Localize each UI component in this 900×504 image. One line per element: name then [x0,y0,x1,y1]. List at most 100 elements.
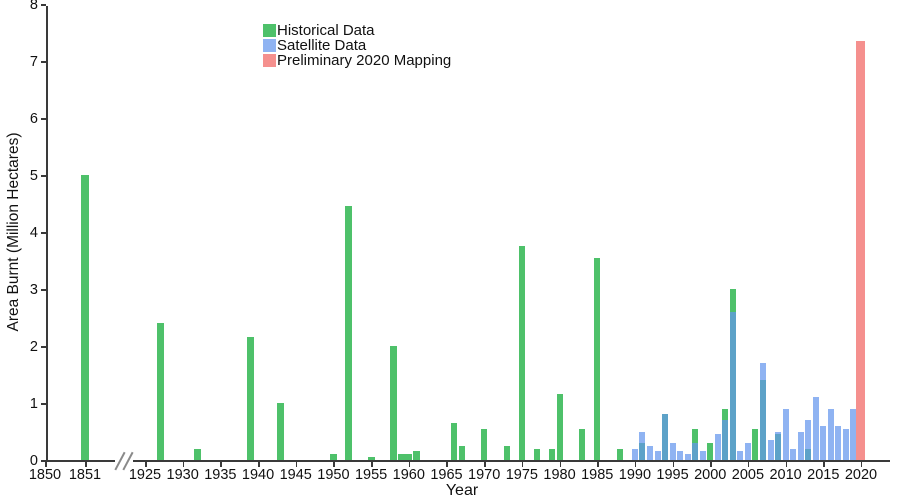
y-tick-label: 6 [29,111,38,127]
bar-1959-historical-data [397,454,405,460]
x-tick-label: 1940 [241,467,275,483]
x-tick [45,461,47,467]
y-tick [41,175,46,177]
bar-2002-satellite-data [722,420,729,460]
x-tick-label: 1960 [392,467,425,483]
bar-1990-satellite-data [631,448,638,460]
legend-item: Preliminary 2020 Mapping [263,53,451,68]
x-tick-label: 1975 [505,467,538,483]
bar-2018-satellite-data [842,428,849,460]
x-tick [408,461,411,467]
legend-label: Preliminary 2020 Mapping [277,52,452,69]
bar-1999-satellite-data [699,451,706,460]
x-tick-label: 1970 [468,467,501,483]
x-axis-title: Year [445,482,479,499]
x-tick [634,461,637,467]
bar-1983-historical-data [579,428,586,460]
y-tick [41,61,46,63]
y-tick [41,4,46,6]
bar-1967-historical-data [458,445,465,460]
x-tick-label: 2010 [769,467,802,483]
bar-1966-historical-data [451,422,457,460]
x-tick-label: 1995 [656,467,689,483]
x-tick [484,461,486,467]
y-tick-label: 2 [29,339,38,355]
bar-2016-satellite-data [827,408,834,460]
legend-item: Satellite Data [263,38,451,53]
x-tick-label: 1950 [317,467,350,483]
bar-2019-satellite-data [850,408,857,460]
bar-2010-satellite-data [782,408,789,460]
bar-1994-satellite-data [662,414,669,460]
bar-2006-historical-data [752,428,759,460]
x-tick-label: 1935 [204,467,237,483]
bar-1995-satellite-data [669,442,676,460]
legend-swatch-preliminary-2020-mapping [263,54,276,67]
legend-swatch-historical-data [263,24,276,37]
x-tick [785,461,788,467]
x-tick [371,461,373,467]
bar-2003-satellite-data [729,311,736,460]
bar-1939-historical-data [247,337,254,460]
x-tick [258,461,260,467]
bar-2014-satellite-data [812,397,819,460]
x-tick [145,461,147,467]
bar-1979-historical-data [548,448,555,460]
x-tick [597,461,599,467]
y-tick [41,460,46,462]
bar-2005-satellite-data [744,442,751,460]
bar-1998-satellite-data [692,442,699,460]
bar-1991-satellite-data [639,431,646,460]
x-tick-label: 1980 [543,467,576,483]
bar-1961-historical-data [412,451,420,460]
bar-2009-satellite-data [775,431,782,460]
y-axis-line [46,6,48,460]
bar-2012-satellite-data [797,431,804,460]
x-tick-label: 1985 [581,467,614,483]
x-tick-label: 1990 [618,467,652,483]
bar-2017-satellite-data [835,425,842,460]
x-tick [182,461,185,467]
x-tick [559,461,562,467]
x-tick-label: 1955 [354,467,388,483]
legend-label: Historical Data [277,22,375,39]
x-tick [823,461,825,467]
y-tick-label: 0 [29,453,38,469]
bar-2011-satellite-data [790,448,797,460]
x-tick [747,461,750,467]
x-tick-label: 2015 [807,467,840,483]
bar-1996-satellite-data [677,451,684,460]
bar-1960-historical-data [405,454,413,460]
x-tick-label: 1945 [279,467,312,483]
x-tick-label: 1851 [68,467,102,483]
bar-1992-satellite-data [646,445,653,460]
bar-1950-historical-data [329,454,337,460]
bar-2008-satellite-data [767,440,774,460]
bar-1958-historical-data [390,346,398,460]
bar-1851-historical-data [81,175,89,460]
legend: Historical Data Satellite Data Preliminary… [263,23,451,68]
bar-1988-historical-data [616,448,623,460]
bar-1927-historical-data [156,323,164,460]
bar-2000-historical-data [707,442,714,460]
bar-2020-preliminary-2020-mapping [856,41,866,460]
x-tick-label: 2020 [844,467,878,483]
x-tick [860,461,863,467]
y-tick [41,118,46,120]
bar-1975-historical-data [518,246,525,460]
x-tick-label: 2000 [694,467,727,483]
x-axis-line [46,460,890,462]
legend-swatch-satellite-data [263,39,276,52]
legend-label: Satellite Data [277,37,367,54]
bar-1955-historical-data [367,457,375,460]
bar-2007-satellite-data [760,363,767,460]
bar-1932-historical-data [194,448,202,460]
y-tick [41,289,46,291]
x-tick [672,461,675,467]
bar-1985-historical-data [594,257,601,460]
x-axis-break-gap [115,458,133,464]
y-tick-label: 4 [29,225,38,241]
x-tick [446,461,448,467]
y-tick [41,232,46,234]
